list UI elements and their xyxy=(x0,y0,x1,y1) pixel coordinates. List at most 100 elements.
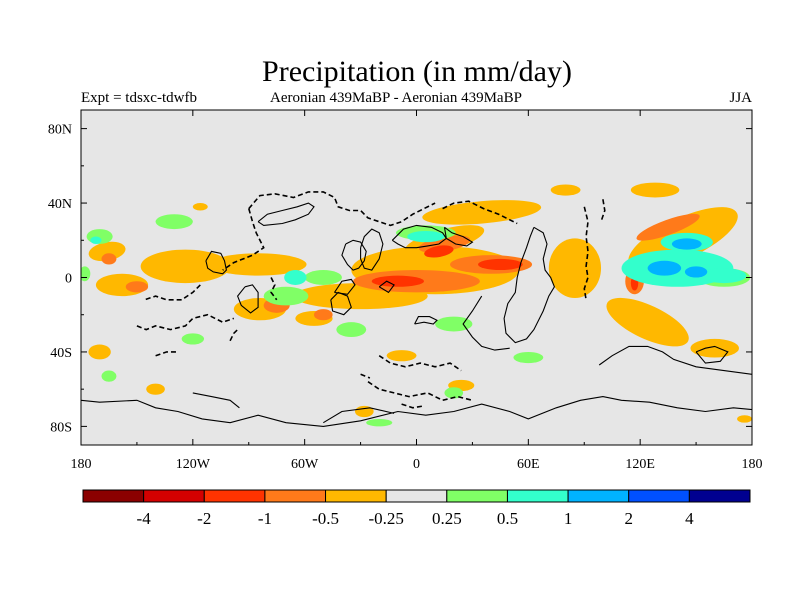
x-tick-label: 120W xyxy=(176,457,211,472)
coastline-dashed xyxy=(378,355,462,372)
coastline-dashed xyxy=(136,313,235,331)
coastline-dashed xyxy=(367,381,473,402)
precip-anomaly-region xyxy=(422,200,542,225)
precip-anomaly-region xyxy=(88,344,111,360)
precip-anomaly-region xyxy=(284,270,307,285)
coastline xyxy=(462,295,510,351)
colorbar-label: 0.5 xyxy=(497,509,518,528)
coastline xyxy=(205,250,227,275)
colorbar-swatch xyxy=(264,489,327,503)
chart-title: Precipitation (in mm/day) xyxy=(262,55,572,88)
colorbar-swatch xyxy=(446,489,508,503)
precip-anomaly-region xyxy=(90,236,102,244)
colorbar-label: -0.25 xyxy=(368,509,403,528)
colorbar-label: -2 xyxy=(197,509,211,528)
colorbar-swatch xyxy=(506,489,569,503)
precip-anomaly-region xyxy=(125,281,149,293)
colorbar-swatch xyxy=(143,489,205,503)
precip-anomaly-region xyxy=(606,297,689,347)
coastline-dashed xyxy=(360,373,371,379)
precip-anomaly-region xyxy=(737,415,752,423)
colorbar: -4 -2 -1 -0.5 -0.25 0.25 0.5 1 2 4 xyxy=(82,489,751,528)
precip-anomaly-region xyxy=(209,253,307,276)
precip-anomaly-region xyxy=(336,322,367,338)
coastline xyxy=(443,226,474,247)
colorbar-label: -4 xyxy=(137,509,152,528)
x-tick-label: 180 xyxy=(71,457,92,472)
precip-anomaly-region xyxy=(263,286,309,306)
precip-anomaly-region xyxy=(371,275,424,287)
precip-anomaly-region xyxy=(550,184,581,196)
coastlines xyxy=(81,191,752,427)
precip-anomaly-region xyxy=(513,351,544,364)
precip-anomaly-region xyxy=(101,370,117,382)
precip-anomaly-region xyxy=(684,266,708,278)
coastline xyxy=(391,224,448,249)
colorbar-label: -0.5 xyxy=(312,509,339,528)
season-label: JJA xyxy=(729,90,752,106)
precip-anomaly-region xyxy=(701,268,747,284)
precip-anomaly-region xyxy=(88,241,126,262)
precip-anomaly-region xyxy=(181,333,205,345)
precip-anomaly-region xyxy=(146,383,165,395)
coastline xyxy=(695,345,729,364)
precip-anomaly-region xyxy=(424,245,454,258)
precip-anomaly-region xyxy=(101,253,117,265)
precip-anomaly-region xyxy=(444,387,464,399)
precip-anomaly-region xyxy=(630,182,680,198)
experiment-label: Expt = tdsxc-tdwfb xyxy=(81,90,197,106)
period-label: Aeronian 439MaBP - Aeronian 439MaBP xyxy=(270,90,522,106)
precip-anomaly-region xyxy=(478,258,523,271)
precip-anomaly-region xyxy=(435,316,473,332)
x-tick-label: 120E xyxy=(625,457,655,472)
coastline xyxy=(360,228,384,271)
coastline xyxy=(257,202,315,226)
precip-anomaly-region xyxy=(548,238,602,298)
coastline-dashed xyxy=(583,206,589,300)
x-tick-label: 0 xyxy=(413,457,420,472)
y-tick-label: 40S xyxy=(50,346,72,361)
coastline xyxy=(503,226,556,344)
coastline-dashed xyxy=(248,191,436,227)
coastline-dashed xyxy=(144,284,201,301)
coastline-dashed xyxy=(600,199,606,222)
coastline xyxy=(341,239,367,271)
coastline xyxy=(334,278,356,295)
precip-anomaly-region xyxy=(155,214,193,230)
axis-ticks: 180 120W 60W 0 60E 120E 180 80N 40N 0 40S 80S xyxy=(48,110,763,472)
x-tick-label: 60W xyxy=(291,457,319,472)
colorbar-swatch xyxy=(82,489,145,503)
precip-anomaly-region xyxy=(192,203,208,211)
coastline xyxy=(192,392,240,409)
colorbar-swatch xyxy=(385,489,448,503)
y-tick-label: 80S xyxy=(50,420,72,435)
coastline-dashed xyxy=(270,277,278,301)
colorbar-swatch xyxy=(628,489,690,503)
precip-anomaly-region xyxy=(313,309,333,321)
colorbar-label: 0.25 xyxy=(432,509,462,528)
coastline-dashed xyxy=(229,329,239,342)
colorbar-label: 1 xyxy=(564,509,573,528)
y-tick-label: 80N xyxy=(48,123,72,138)
precip-anomaly-region xyxy=(647,260,682,276)
coastline xyxy=(236,284,259,314)
x-tick-label: 60E xyxy=(517,457,540,472)
precip-anomaly-region xyxy=(636,213,700,241)
coastline-dashed xyxy=(401,403,425,409)
coastline xyxy=(378,280,395,294)
coastline xyxy=(414,316,438,325)
coastline xyxy=(323,407,395,424)
coastline xyxy=(598,345,752,375)
colorbar-label: 4 xyxy=(685,509,694,528)
coastline xyxy=(81,396,752,427)
colorbar-swatch xyxy=(688,489,751,503)
colorbar-swatch xyxy=(325,489,387,503)
x-tick-label: 180 xyxy=(742,457,763,472)
coastline-dashed xyxy=(222,208,265,271)
precip-anomaly-region xyxy=(386,350,417,362)
y-tick-label: 0 xyxy=(65,272,72,287)
colorbar-label: -1 xyxy=(258,509,272,528)
colorbar-swatch xyxy=(203,489,266,503)
y-tick-label: 40N xyxy=(48,197,72,212)
